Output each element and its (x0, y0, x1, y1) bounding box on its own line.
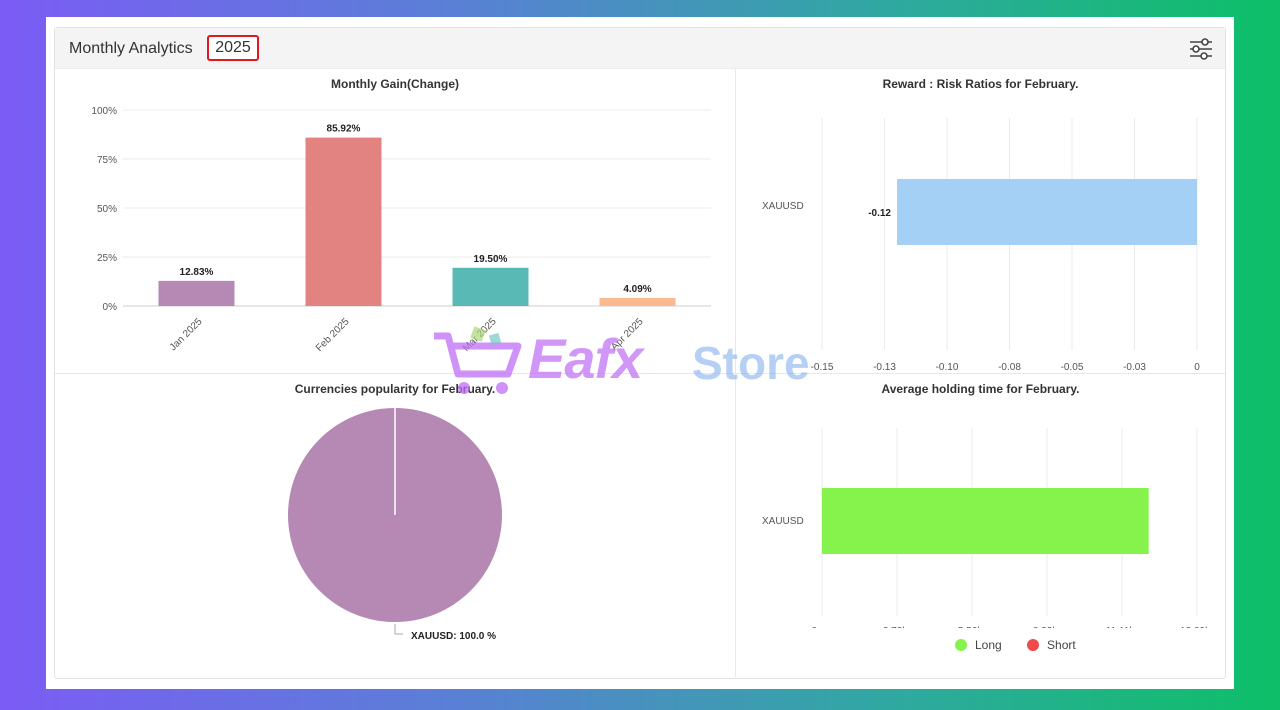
x-tick-label: Feb 2025 (314, 316, 352, 354)
y-tick-label: 100% (91, 106, 117, 117)
panel-title: Monthly Analytics (69, 40, 193, 57)
monthly-gain-title: Monthly Gain(Change) (331, 77, 459, 91)
holding-time-bar-long (822, 488, 1149, 554)
holding-time-title: Average holding time for February. (881, 382, 1080, 396)
bar-4 (599, 297, 676, 306)
reward-risk-chart: -0.15 -0.13 -0.10 -0.08 -0.05 -0.03 0 -0.12 XAUU… (762, 118, 1200, 373)
currencies-popularity-title: Currencies popularity for February. (294, 382, 496, 396)
bar-value-label: 85.92% (327, 124, 361, 135)
bar-3 (452, 267, 529, 306)
x-tick-label: 0 (1194, 362, 1200, 373)
currencies-pie-chart: XAUUSD: 100.0 % (288, 408, 502, 642)
reward-risk-bar (897, 179, 1197, 245)
bar-value-label: -0.12 (868, 208, 891, 219)
y-category-label: XAUUSD (762, 201, 804, 212)
x-tick-label: Mar 2025 (461, 316, 499, 354)
y-tick-label: 25% (97, 253, 117, 264)
vertical-divider (735, 68, 736, 677)
bar-value-label: 4.09% (623, 284, 651, 295)
x-tick-label: Jan 2025 (168, 316, 205, 353)
x-tick-label: 8.33hr (1033, 626, 1062, 628)
monthly-analytics-panel: Monthly Analytics 2025 Monthly Gain(Chan… (54, 27, 1226, 679)
legend-item-short[interactable]: Short (1027, 638, 1076, 652)
legend-dot-short (1027, 639, 1040, 651)
x-tick-label: 5.56hr (958, 626, 987, 628)
x-tick-label: -0.03 (1123, 362, 1146, 373)
legend-item-long[interactable]: Long (955, 638, 1002, 652)
pie-label-leader (394, 624, 403, 635)
x-tick-label: -0.08 (998, 362, 1021, 373)
x-tick-label: 0sec (811, 626, 832, 628)
bar-1 (158, 280, 235, 306)
holding-time-chart: 0sec 2.78hr 5.56hr 8.33hr 11.11hr 13.89hr XAUU… (762, 428, 1215, 628)
legend-label-long: Long (975, 638, 1002, 652)
horizontal-divider (55, 373, 1225, 374)
pie-slice-label: XAUUSD: 100.0 % (411, 631, 496, 642)
sliders-icon[interactable] (1189, 38, 1213, 60)
x-tick-label: -0.15 (811, 362, 834, 373)
content-frame: Monthly Analytics 2025 Monthly Gain(Chan… (46, 17, 1234, 689)
y-tick-label: 50% (97, 204, 117, 215)
y-tick-label: 0% (103, 302, 118, 313)
bar-value-label: 19.50% (474, 254, 508, 265)
x-tick-label: 2.78hr (883, 626, 912, 628)
legend-label-short: Short (1047, 638, 1076, 652)
y-category-label: XAUUSD (762, 516, 804, 527)
legend-dot-long (955, 639, 967, 651)
x-tick-label: 11.11hr (1106, 626, 1139, 628)
x-tick-label: 13.89hr (1180, 626, 1215, 628)
reward-risk-title: Reward : Risk Ratios for February. (882, 77, 1079, 91)
bar-2 (305, 137, 382, 306)
x-tick-label: -0.10 (936, 362, 959, 373)
x-tick-label: -0.05 (1061, 362, 1084, 373)
holding-time-legend: Long Short (955, 638, 1098, 654)
panel-header: Monthly Analytics 2025 (55, 28, 1225, 69)
x-tick-label: Apr 2025 (609, 316, 646, 353)
y-tick-label: 75% (97, 155, 117, 166)
year-selector[interactable]: 2025 (207, 35, 259, 61)
x-tick-label: -0.13 (873, 362, 896, 373)
bar-value-label: 12.83% (180, 267, 214, 278)
monthly-gain-chart: 0% 25% 50% 75% 100% 12.83% Jan 2025 85.92% Feb 2… (91, 106, 711, 354)
